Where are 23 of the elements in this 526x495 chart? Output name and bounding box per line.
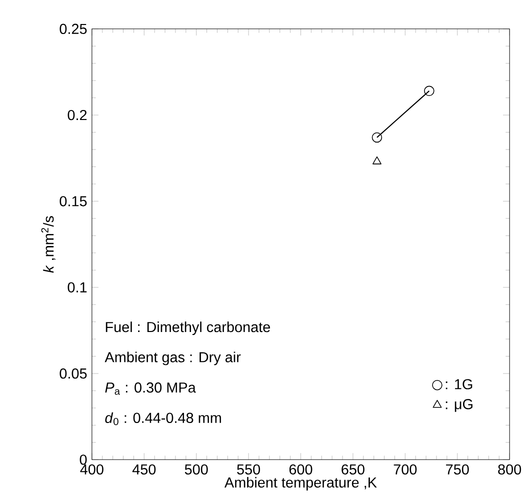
y-tick-label: 0 xyxy=(80,454,87,465)
legend-label: : μG xyxy=(446,399,472,412)
x-tick-label: 400 xyxy=(80,464,104,475)
annotation: d$_{0}$ : 0.44-0.48 mm xyxy=(105,412,221,426)
y-tick-label: 0.2 xyxy=(68,110,87,120)
annotation: Fuel : Dimethyl carbonate xyxy=(106,322,270,336)
y-tick-label: 0.15 xyxy=(60,196,87,206)
x-tick-label: 500 xyxy=(184,464,208,475)
annotation: Ambient gas : Dry air xyxy=(104,352,241,366)
annotation: P$_{a}$ : 0.30 MPa xyxy=(105,382,196,395)
y-tick-label: 0.25 xyxy=(60,24,87,34)
x-tick-label: 650 xyxy=(342,464,364,475)
x-tick-label: 750 xyxy=(446,464,469,475)
x-tick-label: 550 xyxy=(237,464,260,475)
y-tick-label: 0.1 xyxy=(68,282,87,293)
y-axis-title: k ,mm$^{2}$/s xyxy=(41,216,56,273)
x-tick-label: 450 xyxy=(132,464,156,475)
y-tick-label: 0.05 xyxy=(60,368,87,379)
x-tick-label: 800 xyxy=(498,464,522,475)
legend-label: : 1G xyxy=(446,379,472,390)
x-tick-label: 600 xyxy=(289,464,312,475)
x-axis-title: Ambient temperature ,K xyxy=(224,477,377,491)
x-tick-label: 700 xyxy=(394,464,417,475)
